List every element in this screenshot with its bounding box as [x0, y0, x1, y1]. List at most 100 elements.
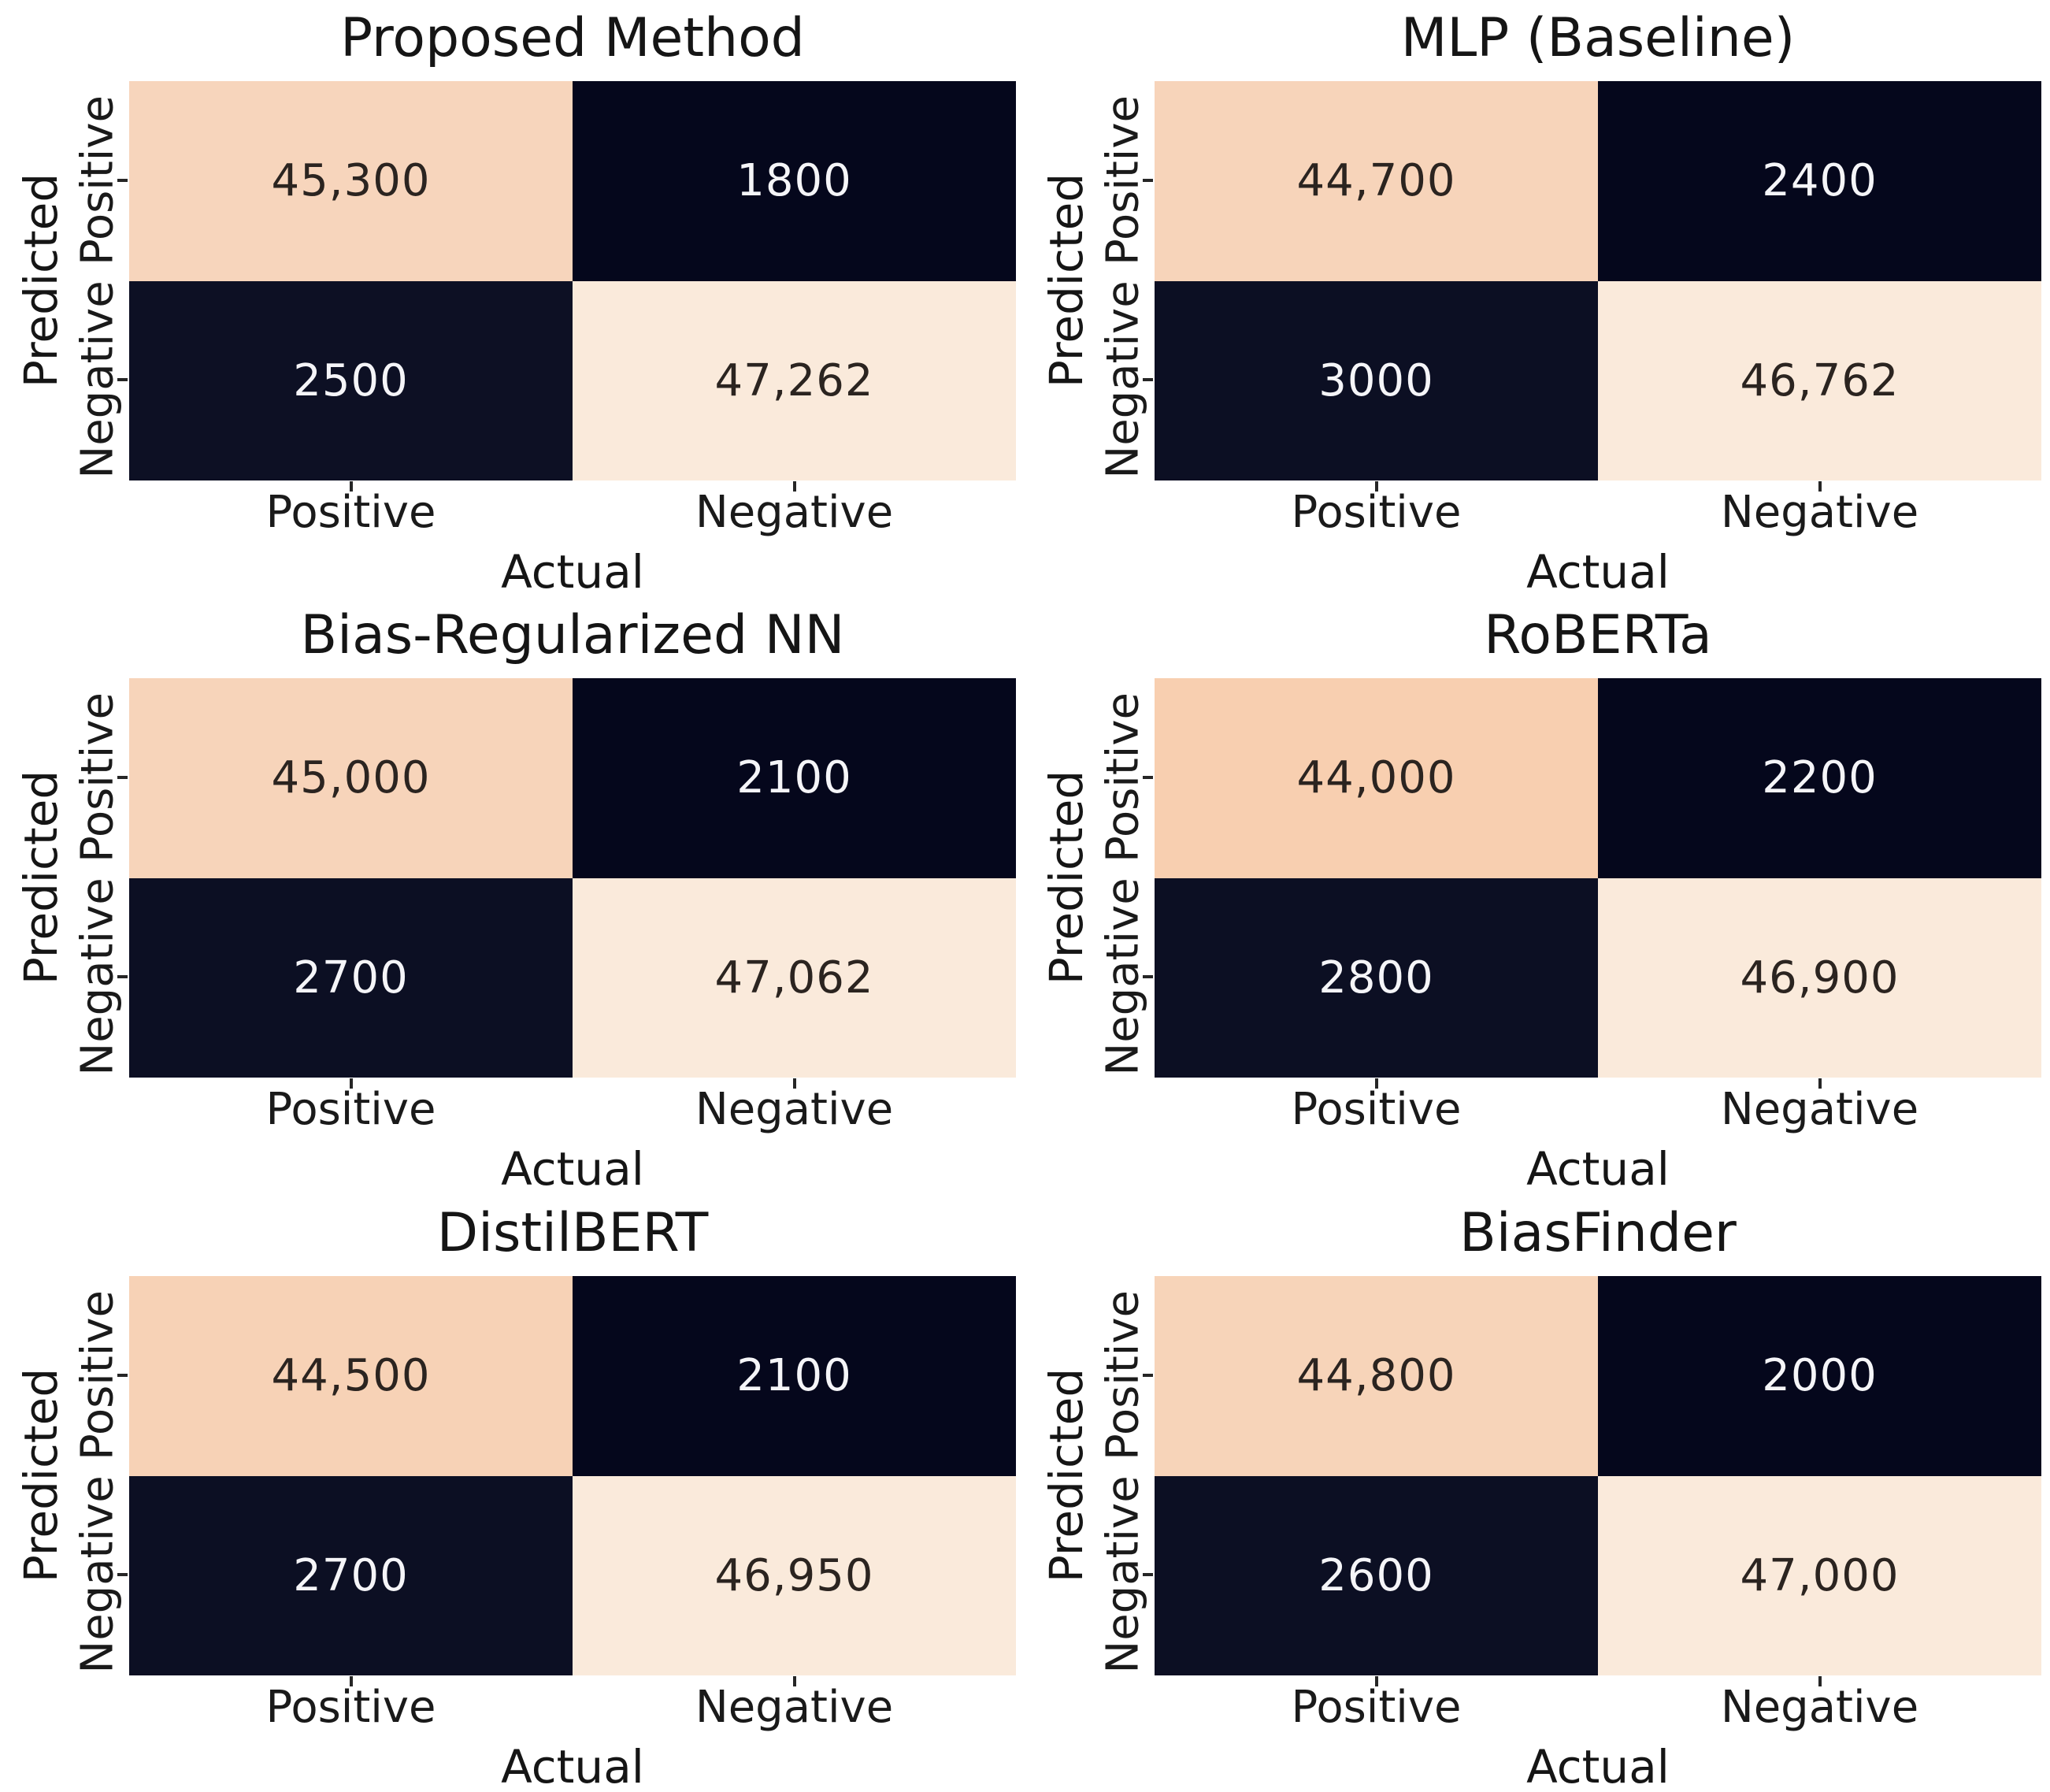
y-tick-label-negative: Negative — [1097, 280, 1149, 479]
cell-true-positive: 44,700 — [1155, 81, 1598, 281]
heatmap-grid: 44,500 2100 2700 46,950 — [129, 1276, 1016, 1675]
x-axis-label: Actual — [501, 1142, 644, 1196]
cell-true-negative: 46,950 — [573, 1475, 1016, 1675]
cell-false-positive: 1800 — [573, 81, 1016, 281]
y-tick-mark — [117, 776, 128, 779]
x-tick-label-positive: Positive — [265, 487, 436, 538]
y-axis-label: Predicted — [1040, 173, 1093, 388]
cell-true-positive: 45,000 — [129, 678, 573, 878]
heatmap-grid: 44,000 2200 2800 46,900 — [1155, 678, 2041, 1078]
x-tick-mark — [793, 1676, 796, 1686]
subplot-distilbert: DistilBERT Predicted Positive Negative 4… — [0, 1195, 1025, 1792]
y-tick-label-positive: Positive — [72, 692, 124, 863]
cell-true-positive: 45,300 — [129, 81, 573, 281]
x-tick-mark — [1375, 1676, 1378, 1686]
y-axis-label: Predicted — [14, 173, 68, 388]
x-axis-label: Actual — [1526, 545, 1670, 599]
subplot-roberta: RoBERTa Predicted Positive Negative 44,0… — [1025, 597, 2050, 1196]
x-tick-label-positive: Positive — [1291, 1682, 1462, 1733]
cell-true-negative: 47,262 — [573, 280, 1016, 480]
x-tick-label-positive: Positive — [265, 1084, 436, 1135]
cell-false-positive: 2100 — [573, 1276, 1016, 1476]
x-tick-mark — [1818, 1078, 1822, 1089]
subplot-title: Proposed Method — [340, 7, 805, 69]
x-axis-label: Actual — [501, 1740, 644, 1792]
x-tick-label-positive: Positive — [265, 1682, 436, 1733]
x-tick-mark — [350, 1676, 353, 1686]
x-tick-label-negative: Negative — [695, 1682, 894, 1733]
subplot-proposed-method: Proposed Method Predicted Positive Negat… — [0, 0, 1025, 599]
y-tick-label-negative: Negative — [1097, 877, 1149, 1076]
subplot-title: DistilBERT — [436, 1202, 709, 1264]
y-axis-label: Predicted — [1040, 770, 1093, 985]
y-tick-mark — [117, 179, 128, 182]
x-tick-mark — [793, 1078, 796, 1089]
x-tick-label-positive: Positive — [1291, 487, 1462, 538]
cell-true-negative: 47,000 — [1598, 1475, 2041, 1675]
subplot-mlp-baseline: MLP (Baseline) Predicted Positive Negati… — [1025, 0, 2050, 599]
heatmap-grid: 45,300 1800 2500 47,262 — [129, 81, 1016, 480]
heatmap-grid: 45,000 2100 2700 47,062 — [129, 678, 1016, 1078]
cell-true-negative: 47,062 — [573, 877, 1016, 1078]
y-tick-mark — [117, 1374, 128, 1377]
cell-false-positive: 2000 — [1598, 1276, 2041, 1476]
y-tick-label-negative: Negative — [72, 877, 124, 1076]
y-tick-mark — [1143, 776, 1153, 779]
x-tick-mark — [350, 481, 353, 492]
x-tick-label-negative: Negative — [1720, 1084, 1919, 1135]
x-axis-label: Actual — [1526, 1142, 1670, 1196]
y-tick-mark — [1143, 179, 1153, 182]
cell-false-negative: 2700 — [129, 1475, 573, 1675]
subplot-title: RoBERTa — [1484, 604, 1712, 666]
x-axis-label: Actual — [1526, 1740, 1670, 1792]
cell-false-positive: 2100 — [573, 678, 1016, 878]
cell-true-negative: 46,900 — [1598, 877, 2041, 1078]
y-tick-mark — [117, 378, 128, 381]
y-tick-label-negative: Negative — [72, 280, 124, 479]
x-tick-mark — [793, 481, 796, 492]
heatmap-grid: 44,800 2000 2600 47,000 — [1155, 1276, 2041, 1675]
cell-true-positive: 44,000 — [1155, 678, 1598, 878]
subplot-title: BiasFinder — [1459, 1202, 1737, 1264]
y-tick-mark — [117, 975, 128, 978]
y-tick-label-negative: Negative — [1097, 1475, 1149, 1674]
subplot-title: Bias-Regularized NN — [300, 604, 845, 666]
x-tick-mark — [1375, 1078, 1378, 1089]
y-tick-label-positive: Positive — [1097, 1290, 1149, 1460]
x-tick-label-negative: Negative — [695, 1084, 894, 1135]
cell-false-positive: 2400 — [1598, 81, 2041, 281]
y-axis-label: Predicted — [14, 1367, 68, 1583]
subplot-bias-regularized-nn: Bias-Regularized NN Predicted Positive N… — [0, 597, 1025, 1196]
x-tick-label-negative: Negative — [1720, 1682, 1919, 1733]
heatmap-grid: 44,700 2400 3000 46,762 — [1155, 81, 2041, 480]
x-tick-mark — [1818, 1676, 1822, 1686]
x-tick-mark — [1818, 481, 1822, 492]
y-tick-mark — [117, 1573, 128, 1576]
cell-false-negative: 2600 — [1155, 1475, 1598, 1675]
subplot-title: MLP (Baseline) — [1400, 7, 1796, 69]
x-axis-label: Actual — [501, 545, 644, 599]
y-axis-label: Predicted — [14, 770, 68, 985]
cell-false-negative: 3000 — [1155, 280, 1598, 480]
cell-true-positive: 44,800 — [1155, 1276, 1598, 1476]
y-tick-mark — [1143, 1374, 1153, 1377]
y-tick-mark — [1143, 975, 1153, 978]
x-tick-label-negative: Negative — [695, 487, 894, 538]
y-tick-label-negative: Negative — [72, 1475, 124, 1674]
y-tick-mark — [1143, 378, 1153, 381]
x-tick-mark — [350, 1078, 353, 1089]
y-tick-label-positive: Positive — [1097, 95, 1149, 265]
subplot-biasfinder: BiasFinder Predicted Positive Negative 4… — [1025, 1195, 2050, 1792]
cell-false-positive: 2200 — [1598, 678, 2041, 878]
y-tick-mark — [1143, 1573, 1153, 1576]
x-tick-label-negative: Negative — [1720, 487, 1919, 538]
cell-false-negative: 2800 — [1155, 877, 1598, 1078]
y-tick-label-positive: Positive — [72, 1290, 124, 1460]
y-tick-label-positive: Positive — [72, 95, 124, 265]
cell-true-positive: 44,500 — [129, 1276, 573, 1476]
x-tick-mark — [1375, 481, 1378, 492]
cell-false-negative: 2700 — [129, 877, 573, 1078]
cell-false-negative: 2500 — [129, 280, 573, 480]
x-tick-label-positive: Positive — [1291, 1084, 1462, 1135]
